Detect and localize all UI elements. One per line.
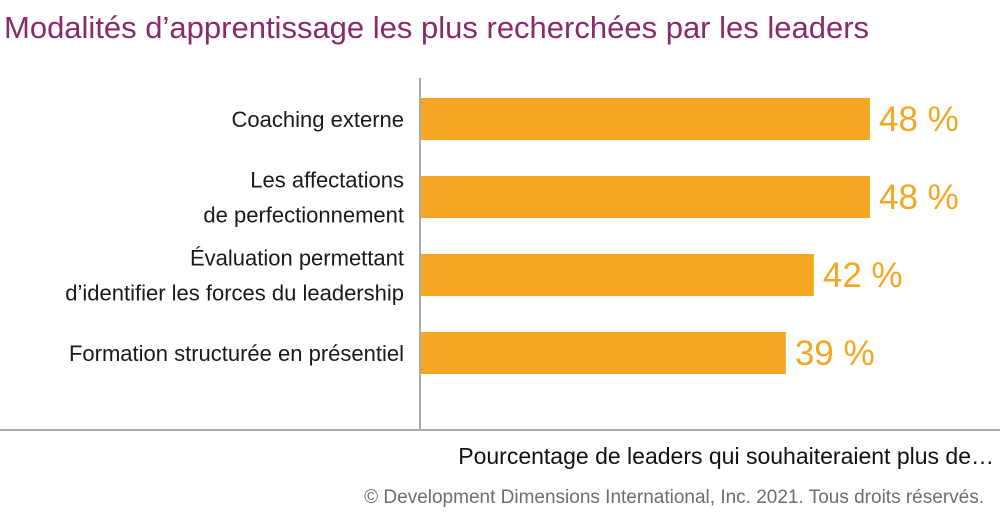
value-labels-group: 48 % 48 % 42 % 39 % bbox=[795, 100, 959, 373]
value-label-0: 48 % bbox=[879, 100, 959, 139]
category-label-2-line-1: d’identifier les forces du leadership bbox=[65, 281, 404, 306]
chart-title: Modalités d’apprentissage les plus reche… bbox=[4, 10, 870, 45]
bar-1 bbox=[421, 176, 870, 218]
category-label-1-line-1: de perfectionnement bbox=[203, 203, 404, 228]
x-axis-label: Pourcentage de leaders qui souhaiteraien… bbox=[458, 443, 994, 469]
category-label-0-line-0: Coaching externe bbox=[232, 107, 404, 132]
bars-group bbox=[421, 98, 870, 374]
bar-3 bbox=[421, 332, 786, 374]
value-label-1: 48 % bbox=[879, 178, 959, 217]
value-label-3: 39 % bbox=[795, 334, 875, 373]
category-labels-group: Coaching externe Les affectations de perfe… bbox=[65, 107, 404, 366]
category-label-3-line-0: Formation structurée en présentiel bbox=[69, 341, 404, 366]
value-label-2: 42 % bbox=[823, 256, 903, 295]
bar-2 bbox=[421, 254, 814, 296]
bar-0 bbox=[421, 98, 870, 140]
category-label-1-line-0: Les affectations bbox=[250, 168, 404, 193]
category-label-2-line-0: Évaluation permettant bbox=[190, 246, 404, 271]
copyright-notice: © Development Dimensions International, … bbox=[364, 487, 984, 508]
bar-chart: Coaching externe Les affectations de perfe… bbox=[0, 78, 1000, 431]
